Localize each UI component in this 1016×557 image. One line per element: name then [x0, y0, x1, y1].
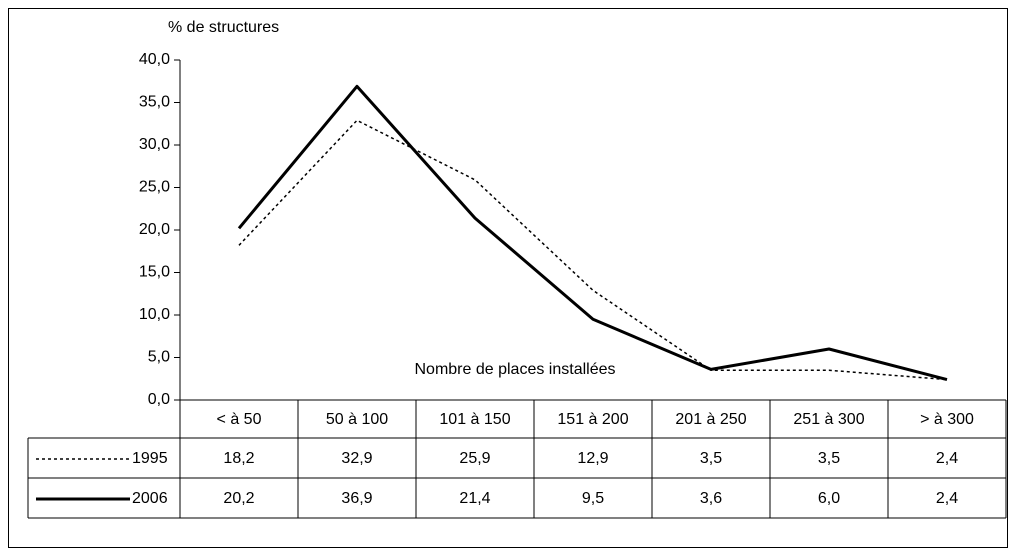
y-tick-label: 20,0 [139, 221, 170, 238]
table-value: 21,4 [459, 490, 490, 507]
x-tick-label: > à 300 [920, 411, 974, 428]
y-axis-label: % de structures [168, 19, 279, 36]
table-value: 6,0 [818, 490, 840, 507]
table-value: 32,9 [341, 450, 372, 467]
table-value: 18,2 [223, 450, 254, 467]
table-value: 20,2 [223, 490, 254, 507]
table-value: 36,9 [341, 490, 372, 507]
y-tick-label: 5,0 [148, 349, 170, 366]
y-tick-label: 40,0 [139, 51, 170, 68]
table-value: 2,4 [936, 450, 958, 467]
y-tick-label: 15,0 [139, 264, 170, 281]
table-value: 12,9 [577, 450, 608, 467]
y-tick-label: 25,0 [139, 179, 170, 196]
legend-label: 2006 [132, 490, 168, 507]
x-tick-label: 151 à 200 [557, 411, 628, 428]
table-value: 2,4 [936, 490, 958, 507]
table-value: 3,5 [818, 450, 840, 467]
table-value: 3,5 [700, 450, 722, 467]
x-tick-label: 201 à 250 [675, 411, 746, 428]
chart-border [8, 8, 1008, 548]
table-value: 3,6 [700, 490, 722, 507]
y-tick-label: 30,0 [139, 136, 170, 153]
legend-label: 1995 [132, 450, 168, 467]
y-tick-label: 10,0 [139, 306, 170, 323]
y-tick-label: 0,0 [148, 391, 170, 408]
x-tick-label: 101 à 150 [439, 411, 510, 428]
annotation: Nombre de places installées [415, 361, 616, 378]
y-tick-label: 35,0 [139, 94, 170, 111]
table-value: 25,9 [459, 450, 490, 467]
x-tick-label: < à 50 [217, 411, 262, 428]
x-tick-label: 50 à 100 [326, 411, 388, 428]
line-series [238, 119, 948, 381]
x-tick-label: 251 à 300 [793, 411, 864, 428]
table-value: 9,5 [582, 490, 604, 507]
line-series [237, 84, 948, 382]
